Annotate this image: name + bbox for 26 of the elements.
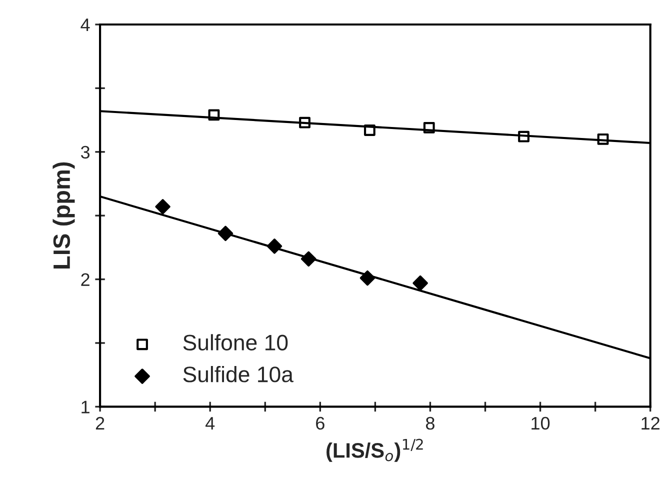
point xyxy=(266,238,282,254)
y-tick-label: 4 xyxy=(80,18,90,32)
point xyxy=(300,251,316,267)
y-tick-label: 2 xyxy=(81,273,90,286)
point xyxy=(299,116,310,128)
x-tick-label: 6 xyxy=(316,416,324,430)
point xyxy=(518,130,530,142)
x-tick-label: 4 xyxy=(206,417,215,430)
x-axis-title: (LIS/S$_{o}$)$^{1/2}$ xyxy=(326,438,423,462)
point xyxy=(597,133,609,145)
y-tick-label: 3 xyxy=(80,146,90,159)
point xyxy=(423,122,435,134)
point xyxy=(412,275,428,291)
legend-label: Sulfide 10a xyxy=(183,366,294,382)
point xyxy=(360,270,376,286)
y-tick-label: 1 xyxy=(82,400,90,414)
y-axis-title: LIS (ppm) xyxy=(52,162,75,268)
point xyxy=(218,226,234,242)
point xyxy=(155,199,170,214)
point xyxy=(208,109,220,121)
x-tick-label: 10 xyxy=(532,416,550,430)
x-tick-label: 2 xyxy=(96,416,104,430)
x-tick-label: 12 xyxy=(642,416,660,430)
legend-label: Sulfone 10 xyxy=(183,334,288,350)
x-tick-label: 8 xyxy=(426,416,434,430)
point xyxy=(364,124,376,136)
